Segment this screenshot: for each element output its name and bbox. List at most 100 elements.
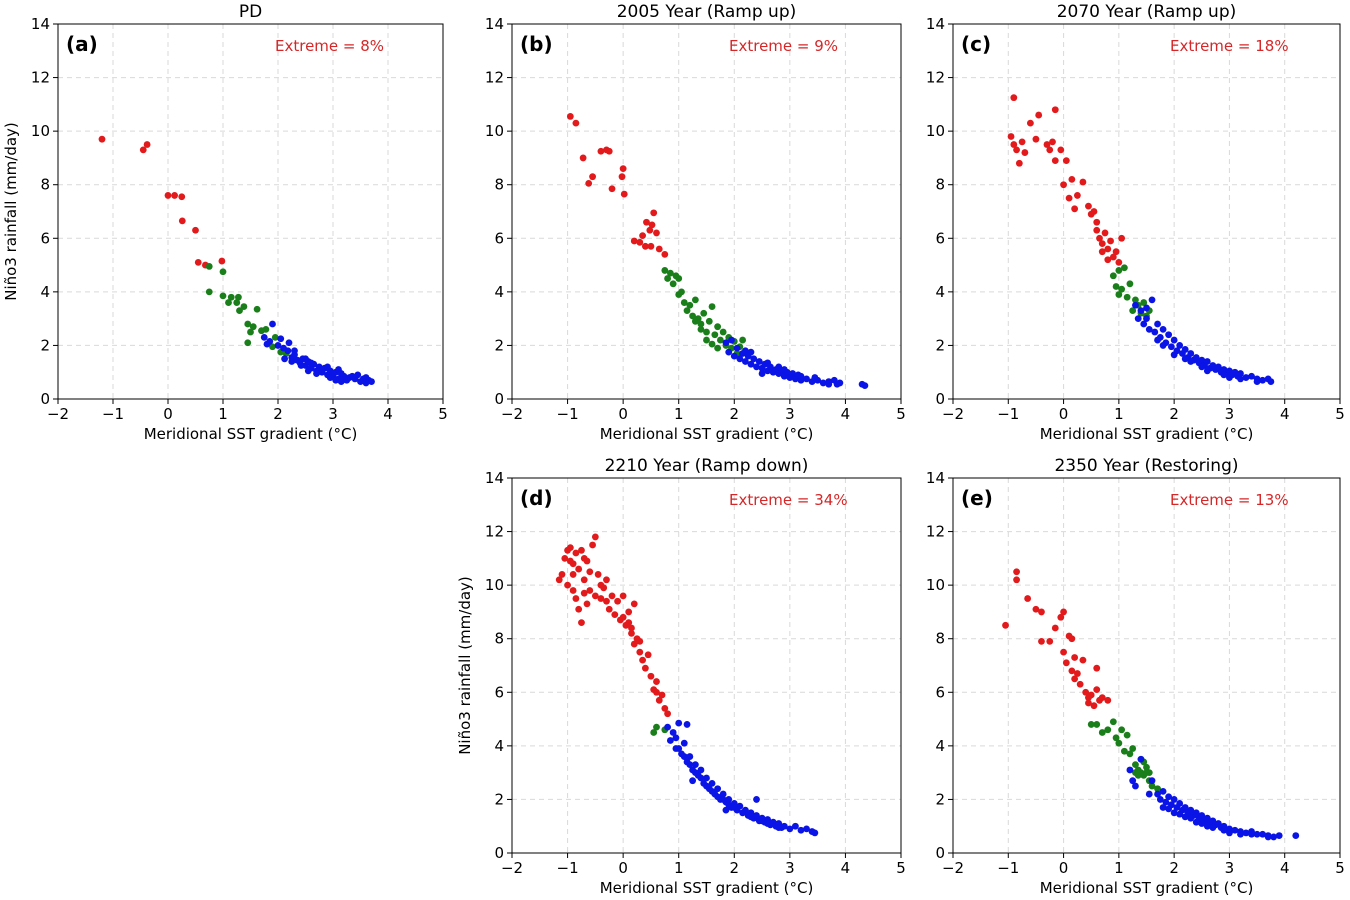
data-point-blue — [1159, 325, 1167, 333]
data-point-green — [708, 303, 716, 310]
data-point-green — [686, 301, 694, 309]
extreme-annotation: Extreme = 18% — [1170, 37, 1289, 55]
data-point-green — [1140, 299, 1148, 306]
x-tick-label: −2 — [942, 405, 964, 423]
data-point-green — [1112, 283, 1120, 290]
x-tick-label: 3 — [1225, 405, 1235, 423]
data-point-blue — [368, 378, 375, 385]
data-point-blue — [722, 806, 730, 814]
data-point-green — [650, 729, 658, 736]
data-point-red — [580, 589, 588, 597]
data-point-red — [1107, 237, 1114, 245]
axes-frame — [57, 23, 444, 400]
data-point-red — [579, 154, 587, 162]
data-point-green — [1120, 747, 1128, 755]
data-point-blue — [1267, 378, 1275, 385]
data-point-blue — [1198, 356, 1206, 364]
data-point-red — [558, 571, 566, 578]
data-point-blue — [1176, 810, 1184, 818]
data-point-red — [1068, 175, 1076, 183]
data-point-green — [1109, 718, 1117, 726]
y-tick-label: 12 — [926, 523, 945, 541]
y-tick-label: 12 — [485, 523, 504, 541]
y-tick-label: 0 — [935, 390, 945, 408]
data-point-red — [630, 640, 638, 648]
data-point-red — [594, 571, 602, 578]
data-point-red — [641, 242, 649, 250]
data-point-blue — [792, 822, 799, 830]
data-point-red — [1060, 608, 1067, 616]
data-point-blue — [1253, 378, 1261, 385]
data-point-red — [1085, 694, 1092, 702]
data-point-blue — [1253, 830, 1261, 838]
x-tick-label: 3 — [328, 405, 338, 423]
data-point-blue — [672, 734, 680, 742]
data-point-red — [1021, 149, 1029, 156]
x-tick-label: −1 — [102, 405, 124, 423]
data-point-blue — [719, 796, 727, 803]
data-point-green — [719, 328, 727, 336]
y-axis-label: Niño3 rainfall (mm/day) — [456, 576, 474, 755]
x-tick-label: 1 — [674, 859, 684, 877]
y-tick-label: 14 — [31, 15, 50, 33]
y-tick-label: 2 — [494, 790, 504, 808]
data-point-blue — [730, 804, 738, 811]
data-point-blue — [1226, 829, 1233, 837]
data-point-red — [1032, 605, 1040, 613]
data-point-blue — [775, 363, 783, 371]
data-point-green — [1137, 769, 1145, 777]
data-point-red — [1085, 699, 1092, 707]
y-axis-label: Niño3 rainfall (mm/day) — [2, 122, 20, 301]
data-point-blue — [1165, 793, 1173, 801]
data-point-red — [1068, 667, 1076, 675]
data-point-red — [648, 221, 656, 229]
data-point-green — [1093, 721, 1101, 728]
data-point-red — [614, 597, 621, 605]
extreme-annotation: Extreme = 34% — [729, 491, 848, 509]
y-tick-label: 8 — [40, 176, 50, 194]
data-point-blue — [307, 359, 315, 367]
data-point-red — [661, 250, 669, 258]
data-point-red — [566, 544, 574, 552]
extreme-annotation: Extreme = 8% — [275, 37, 384, 55]
data-point-blue — [288, 358, 296, 365]
data-point-green — [1112, 734, 1120, 742]
data-point-blue — [1134, 315, 1142, 323]
data-point-red — [586, 587, 594, 594]
data-point-red — [1082, 688, 1090, 696]
data-point-blue — [1176, 342, 1184, 349]
y-tick-label: 14 — [485, 469, 504, 487]
data-point-red — [1057, 613, 1065, 621]
data-point-blue — [285, 339, 293, 347]
data-point-red — [575, 605, 583, 613]
data-point-red — [1051, 624, 1059, 632]
data-point-red — [1115, 258, 1123, 266]
data-point-red — [628, 624, 635, 632]
data-point-blue — [1154, 320, 1161, 328]
data-point-red — [647, 242, 655, 250]
y-tick-label: 10 — [926, 576, 945, 594]
data-point-red — [1043, 141, 1051, 148]
data-point-blue — [722, 339, 730, 347]
data-point-red — [1018, 138, 1026, 146]
data-point-green — [205, 263, 213, 270]
data-point-blue — [1292, 832, 1300, 839]
data-point-blue — [326, 374, 334, 381]
data-point-red — [1085, 202, 1092, 210]
data-point-blue — [1137, 755, 1145, 763]
data-point-green — [697, 325, 705, 333]
data-point-red — [572, 549, 580, 557]
extreme-annotation: Extreme = 13% — [1170, 491, 1289, 509]
data-point-red — [1013, 146, 1020, 154]
data-point-blue — [742, 358, 749, 365]
panel-title: PD — [239, 2, 262, 22]
data-point-blue — [1170, 336, 1178, 344]
data-point-red — [591, 533, 599, 541]
data-point-blue — [725, 801, 733, 809]
y-tick-label: 8 — [935, 176, 945, 194]
data-point-green — [700, 309, 708, 317]
data-point-blue — [1156, 796, 1164, 803]
data-point-blue — [703, 782, 710, 790]
data-point-blue — [1187, 350, 1195, 357]
data-point-green — [1123, 731, 1131, 739]
